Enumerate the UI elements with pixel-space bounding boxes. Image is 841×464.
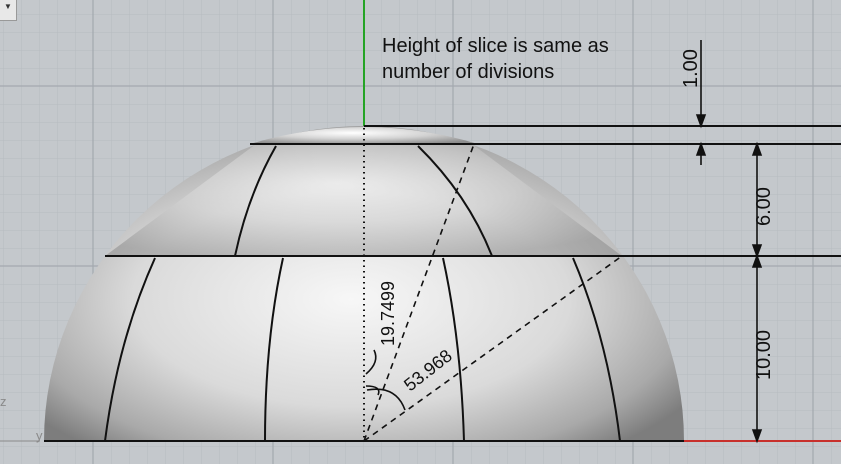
viewport-menu-button[interactable]: ▼ <box>0 0 17 21</box>
panel-divisions <box>104 145 621 442</box>
annotation-line-1: Height of slice is same as <box>382 35 609 57</box>
dimension-lower-slices[interactable] <box>751 141 763 444</box>
annotation-note[interactable]: Height of slice is same as number of div… <box>382 33 609 85</box>
angle-label-small: 19.7499 <box>378 281 398 346</box>
dimension-label-bottom: 10.00 <box>753 330 775 380</box>
axis-label-z: z <box>0 394 7 409</box>
annotation-line-2: number of divisions <box>382 61 555 83</box>
radius-line-lower <box>363 255 623 442</box>
angle-arc-small <box>365 349 377 375</box>
dimension-label-middle: 6.00 <box>753 187 775 226</box>
dimension-top-slice[interactable] <box>695 40 707 165</box>
dimension-label-top: 1.00 <box>680 49 702 88</box>
dome-cap[interactable] <box>250 127 478 144</box>
radius-line-upper <box>363 143 475 442</box>
angle-arc-large <box>366 388 406 411</box>
chevron-down-icon: ▼ <box>4 2 12 11</box>
axis-label-y: y <box>36 428 43 443</box>
